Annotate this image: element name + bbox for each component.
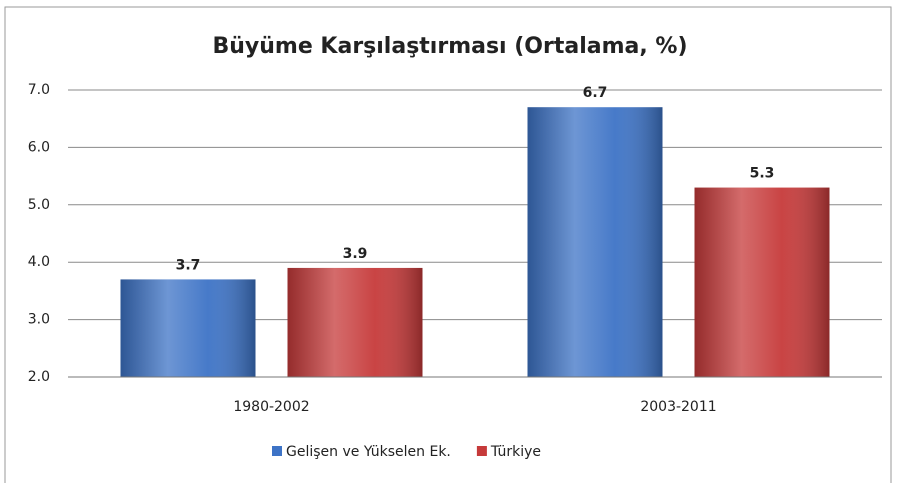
value-label: 6.7 [583, 85, 608, 101]
value-label: 3.9 [343, 246, 368, 262]
value-label: 3.7 [176, 257, 201, 273]
y-tick-label: 2.0 [28, 369, 50, 385]
y-tick-label: 5.0 [28, 197, 50, 213]
bar-shade [120, 279, 256, 377]
bar-shade [527, 107, 663, 377]
value-label: 5.3 [750, 166, 775, 182]
chart-title: Büyüme Karşılaştırması (Ortalama, %) [212, 34, 687, 59]
x-tick-label: 2003-2011 [640, 399, 716, 415]
bar-shade [287, 267, 423, 377]
legend-swatch [476, 446, 487, 456]
legend-swatch [272, 446, 282, 456]
bar-shade [694, 187, 830, 377]
y-tick-label: 4.0 [28, 254, 50, 270]
x-tick-label: 1980-2002 [233, 399, 309, 415]
y-tick-label: 3.0 [28, 312, 50, 328]
legend-label: Gelişen ve Yükselen Ek. [286, 444, 451, 460]
y-tick-label: 7.0 [28, 82, 50, 98]
legend-label: Türkiye [490, 444, 541, 460]
y-tick-label: 6.0 [28, 139, 50, 155]
